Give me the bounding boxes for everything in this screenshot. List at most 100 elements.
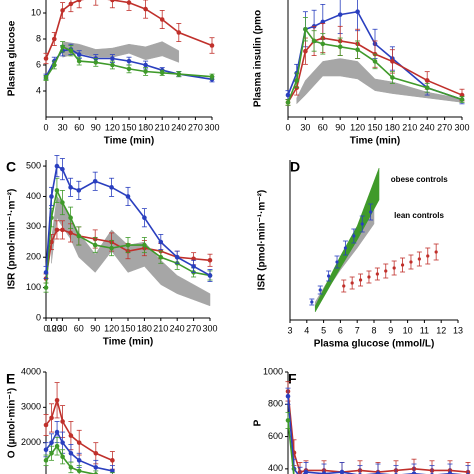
x-tick-label: 300 xyxy=(204,122,219,132)
band xyxy=(62,41,180,63)
marker xyxy=(60,419,65,424)
x-tick-label: 150 xyxy=(367,122,382,132)
marker xyxy=(321,471,327,474)
y-axis-title: ISR (pmol·min⁻¹·m⁻²) xyxy=(257,190,268,291)
error-bar xyxy=(76,0,82,9)
marker xyxy=(125,194,131,199)
marker xyxy=(68,215,73,221)
marker xyxy=(342,284,346,288)
marker xyxy=(339,469,345,474)
marker xyxy=(447,471,453,474)
y-tick-label: 600 xyxy=(268,431,283,441)
marker xyxy=(68,1,74,7)
x-tick-label: 210 xyxy=(153,323,168,333)
x-tick-label: 10 xyxy=(403,325,413,335)
marker xyxy=(209,43,215,48)
marker xyxy=(110,56,115,61)
marker xyxy=(60,44,65,50)
x-tick-label: 60 xyxy=(318,122,328,132)
marker xyxy=(93,60,99,65)
marker xyxy=(68,185,73,190)
panel-label: E xyxy=(6,371,15,387)
marker xyxy=(392,266,396,270)
y-tick-label: 2000 xyxy=(21,437,41,447)
panel-label: D xyxy=(290,159,300,175)
marker xyxy=(93,450,99,456)
marker xyxy=(285,418,291,423)
marker xyxy=(285,393,291,399)
marker xyxy=(417,257,421,261)
x-tick-label: 270 xyxy=(186,323,201,333)
error-bar xyxy=(297,466,303,474)
marker xyxy=(318,288,322,292)
y-tick-label: 300 xyxy=(26,221,41,231)
marker xyxy=(176,30,182,35)
marker xyxy=(207,273,213,278)
panel-label: F xyxy=(288,371,297,387)
marker xyxy=(411,471,417,474)
y-axis-title: Plasma insulin (pmo xyxy=(253,10,264,107)
y-tick-label: 10 xyxy=(31,7,41,17)
marker xyxy=(369,210,373,214)
marker xyxy=(68,465,74,470)
marker xyxy=(110,468,115,474)
marker xyxy=(54,443,60,449)
series-line xyxy=(287,391,469,474)
x-tick-label: 240 xyxy=(170,323,185,333)
y-tick-label: 400 xyxy=(268,463,283,473)
marker xyxy=(76,458,82,463)
marker xyxy=(337,44,343,50)
marker xyxy=(355,9,360,14)
marker xyxy=(320,41,326,47)
error-bar xyxy=(93,0,99,6)
marker xyxy=(76,468,82,474)
marker xyxy=(43,458,49,463)
marker xyxy=(125,242,131,248)
band xyxy=(314,167,380,313)
marker xyxy=(143,62,148,68)
y-tick-label: 200 xyxy=(26,252,41,262)
error-bar xyxy=(291,468,297,474)
x-tick-label: 30 xyxy=(58,122,68,132)
x-tick-label: 150 xyxy=(120,323,135,333)
marker xyxy=(76,233,82,239)
x-tick-label: 120 xyxy=(104,323,119,333)
y-tick-label: 500 xyxy=(26,160,41,170)
marker xyxy=(294,78,300,83)
marker xyxy=(43,285,49,290)
marker xyxy=(109,185,114,190)
marker xyxy=(43,56,49,61)
marker xyxy=(424,85,430,91)
marker xyxy=(350,281,354,285)
marker xyxy=(384,269,388,273)
y-axis-title: Plasma glucose xyxy=(7,20,18,96)
marker xyxy=(174,254,180,260)
x-tick-label: 12 xyxy=(436,325,446,335)
x-tick-label: 240 xyxy=(171,122,186,132)
marker xyxy=(285,100,291,105)
x-tick-label: 8 xyxy=(371,325,376,335)
x-tick-label: 180 xyxy=(138,122,153,132)
x-axis-title: Time (min) xyxy=(350,136,400,147)
x-tick-label: 0 xyxy=(43,323,48,333)
x-tick-label: 20 xyxy=(52,323,62,333)
x-tick-label: 300 xyxy=(202,323,217,333)
marker xyxy=(176,71,182,77)
marker xyxy=(49,194,54,199)
x-tick-label: 13 xyxy=(453,325,463,335)
x-axis-title: Time (min) xyxy=(103,337,153,348)
annotation: obese controls xyxy=(391,175,448,184)
panel: 0 30 60 90 120 150 180 210 240 270 300 4 6 8 10 Time (m… xyxy=(7,0,220,147)
marker xyxy=(49,450,54,456)
marker xyxy=(372,59,378,64)
marker xyxy=(126,58,132,64)
marker xyxy=(390,59,395,64)
marker xyxy=(43,447,49,453)
series-line xyxy=(45,45,213,79)
marker xyxy=(327,274,331,278)
y-axis-title: P xyxy=(253,419,264,426)
x-axis-title: Time (min) xyxy=(104,136,154,147)
y-tick-label: 4000 xyxy=(21,366,41,376)
x-tick-label: 30 xyxy=(57,323,67,333)
